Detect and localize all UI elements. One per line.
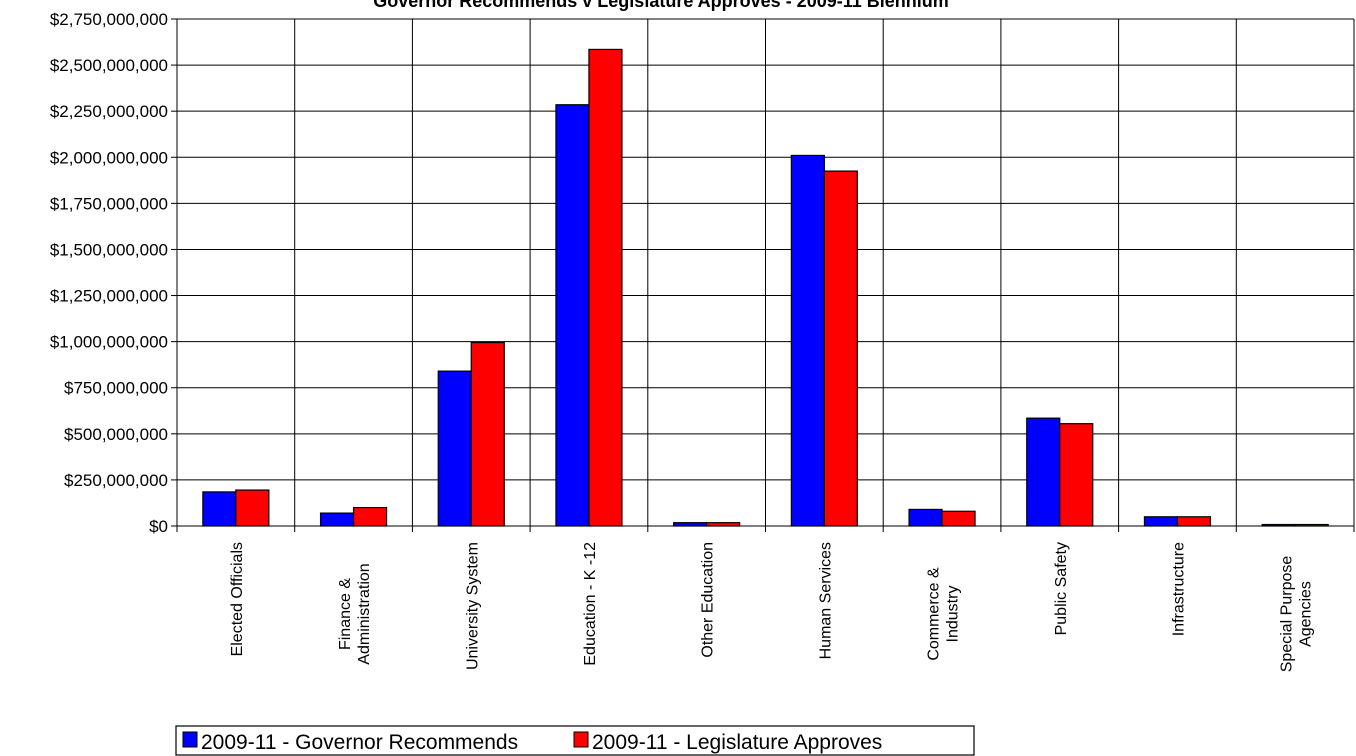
bar-legislature-approves	[470, 341, 505, 527]
bar-legislature-approves	[1294, 523, 1329, 527]
x-tick-label: Human Services	[817, 542, 834, 659]
x-axis-tick-labels: Elected Officials Finance & Administration…	[229, 542, 1315, 672]
bar-governor-recommends	[908, 508, 943, 527]
bar-legislature-approves	[823, 170, 858, 527]
bar-governor-recommends	[1143, 516, 1179, 527]
x-tick-label-line: Education - K -12	[582, 542, 599, 666]
legend-label: 2009-11 - Legislature Approves	[592, 731, 882, 754]
bars	[202, 48, 1329, 527]
x-tick-label: Elected Officials	[229, 542, 246, 656]
x-tick-label: Commerce & Industry	[926, 567, 962, 661]
bar-legislature-approves	[1059, 423, 1094, 527]
x-tick-label: Public Safety	[1053, 542, 1070, 635]
y-tick-label: $1,750,000,000	[50, 194, 168, 213]
x-tick-label-line: Infrastructure	[1170, 542, 1187, 636]
bar-governor-recommends	[319, 512, 355, 527]
x-tick-label-line: Public Safety	[1053, 542, 1070, 635]
chart-title: Governor Recommends v Legislature Approv…	[373, 0, 949, 11]
x-tick-label-line: Special Purpose	[1279, 556, 1296, 673]
x-tick-label-line: Human Services	[817, 542, 834, 659]
bar-governor-recommends	[437, 370, 472, 527]
y-tick-label: $1,500,000,000	[50, 240, 168, 259]
x-tick-label: Education - K -12	[582, 542, 599, 666]
y-tick-label: $250,000,000	[64, 471, 168, 490]
y-tick-label: $0	[149, 517, 168, 536]
y-tick-label: $2,250,000,000	[50, 102, 168, 121]
bar-legislature-approves	[235, 489, 270, 527]
y-tick-label: $2,750,000,000	[50, 10, 168, 29]
bar-legislature-approves	[706, 522, 741, 527]
y-tick-label: $1,250,000,000	[50, 287, 168, 306]
bar-legislature-approves	[588, 48, 623, 527]
bar-legislature-approves	[352, 506, 388, 527]
legend-swatch	[182, 731, 198, 748]
bar-governor-recommends	[1261, 523, 1296, 527]
y-tick-label: $2,000,000,000	[50, 148, 168, 167]
bar-governor-recommends	[202, 491, 237, 527]
x-tick-label-line: Administration	[356, 563, 373, 664]
y-tick-label: $1,000,000,000	[50, 333, 168, 352]
legend-swatch	[573, 731, 589, 748]
bar-governor-recommends	[555, 104, 590, 527]
x-tick-label-line: Agencies	[1298, 581, 1315, 647]
x-tick-label-line: Elected Officials	[229, 542, 246, 656]
x-tick-label-line: University System	[464, 542, 481, 670]
x-tick-label-line: Finance &	[337, 578, 354, 650]
x-tick-label: Finance & Administration	[337, 563, 373, 664]
x-tick-label-line: Commerce &	[926, 567, 943, 661]
bar-legislature-approves	[1176, 516, 1212, 527]
x-tick-label: Special Purpose Agencies	[1279, 556, 1315, 673]
x-tick-label: University System	[464, 542, 481, 670]
x-tick-label: Infrastructure	[1170, 542, 1187, 636]
x-tick-label-line: Industry	[945, 586, 962, 643]
bar-governor-recommends	[790, 154, 825, 527]
legend: 2009-11 - Governor Recommends 2009-11 - L…	[175, 725, 975, 756]
y-tick-label: $500,000,000	[64, 425, 168, 444]
gridlines	[171, 18, 1355, 532]
x-tick-label-line: Other Education	[700, 542, 717, 658]
y-tick-label: $2,500,000,000	[50, 56, 168, 75]
y-axis-tick-labels: $0 $250,000,000 $500,000,000 $750,000,000 $1…	[50, 10, 168, 536]
legend-label: 2009-11 - Governor Recommends	[201, 731, 518, 754]
x-tick-label: Other Education	[700, 542, 717, 658]
bar-governor-recommends	[673, 522, 708, 527]
bar-legislature-approves	[941, 510, 976, 527]
y-tick-label: $750,000,000	[64, 379, 168, 398]
bar-governor-recommends	[1026, 417, 1061, 527]
